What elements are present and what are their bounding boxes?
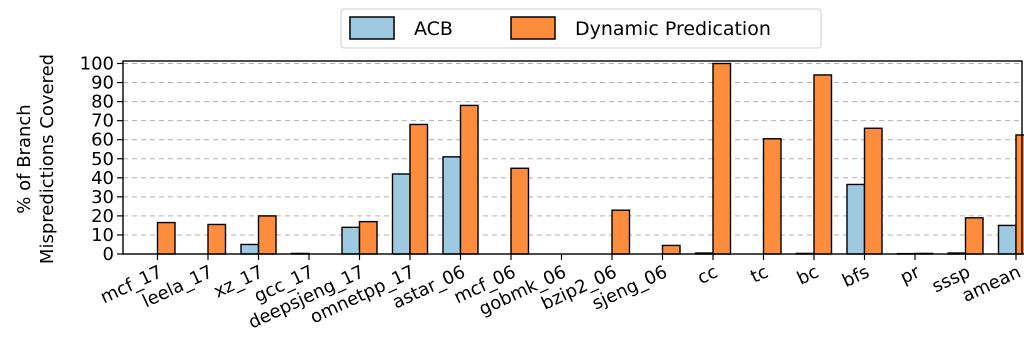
axes <box>117 60 1023 260</box>
y-tick-label-0: 0 <box>103 244 114 265</box>
bar-dynamic-predication-xz-17 <box>257 215 277 255</box>
bar-dynamic-predication-mcf-17 <box>156 221 176 255</box>
y-tick-label-100: 100 <box>80 54 114 75</box>
bar-acb-amean <box>997 224 1017 255</box>
grid <box>123 63 1022 236</box>
legend-frame <box>340 8 822 49</box>
bar-acb-bfs <box>846 183 866 255</box>
bar-dynamic-predication-amean <box>1015 134 1024 255</box>
bar-dynamic-predication-astar-06 <box>459 104 479 255</box>
legend-swatch-acb <box>349 16 395 40</box>
x-tick-label-tc: tc <box>747 261 771 287</box>
legend: ACB Dynamic Predication <box>340 8 822 49</box>
y-tick-label-90: 90 <box>91 73 114 94</box>
bar-dynamic-predication-bc <box>813 74 833 255</box>
bar-dynamic-predication-mcf-06 <box>510 167 530 255</box>
bars <box>156 62 1024 255</box>
y-tick-label-50: 50 <box>91 149 114 170</box>
legend-label-dynamic-predication: Dynamic Predication <box>575 18 771 40</box>
legend-swatch-dynamic-predication <box>510 16 556 40</box>
bar-dynamic-predication-omnetpp-17 <box>409 123 429 255</box>
bar-dynamic-predication-bzip2-06 <box>611 209 631 255</box>
x-tick-label-bfs: bfs <box>839 261 872 292</box>
bar-dynamic-predication-leela-17 <box>207 223 227 255</box>
bar-dynamic-predication-bfs <box>863 127 883 255</box>
bar-acb-omnetpp-17 <box>391 173 411 255</box>
y-axis-title-line2: Mispredictions Covered <box>37 54 58 264</box>
y-axis-title-line1: % of Branch <box>14 104 35 213</box>
y-tick-label-40: 40 <box>91 168 114 189</box>
bar-dynamic-predication-cc <box>712 62 732 255</box>
x-tick-label-bc: bc <box>794 261 822 289</box>
y-tick-label-60: 60 <box>91 130 114 151</box>
x-tick-label-amean: amean <box>959 261 1024 306</box>
bar-acb-xz-17 <box>240 243 260 255</box>
bar-acb-deepsjeng-17 <box>341 226 361 255</box>
x-tick-label-pr: pr <box>897 261 923 288</box>
bar-dynamic-predication-deepsjeng-17 <box>358 220 378 255</box>
y-tick-label-20: 20 <box>91 206 114 227</box>
y-tick-label-80: 80 <box>91 92 114 113</box>
y-tick-label-70: 70 <box>91 111 114 132</box>
legend-label-acb: ACB <box>414 18 453 40</box>
bar-dynamic-predication-sjeng-06 <box>661 244 681 255</box>
plot-frame <box>122 60 1023 255</box>
x-tick-labels: mcf_17leela_17xz_17gcc_17deepsjeng_17omn… <box>97 261 1024 333</box>
bar-dynamic-predication-sssp <box>964 217 984 255</box>
y-tick-label-10: 10 <box>91 225 114 246</box>
x-tick-label-cc: cc <box>694 261 721 288</box>
bar-dynamic-predication-tc <box>762 138 782 255</box>
y-tick-label-30: 30 <box>91 187 114 208</box>
bar-acb-astar-06 <box>442 156 462 255</box>
